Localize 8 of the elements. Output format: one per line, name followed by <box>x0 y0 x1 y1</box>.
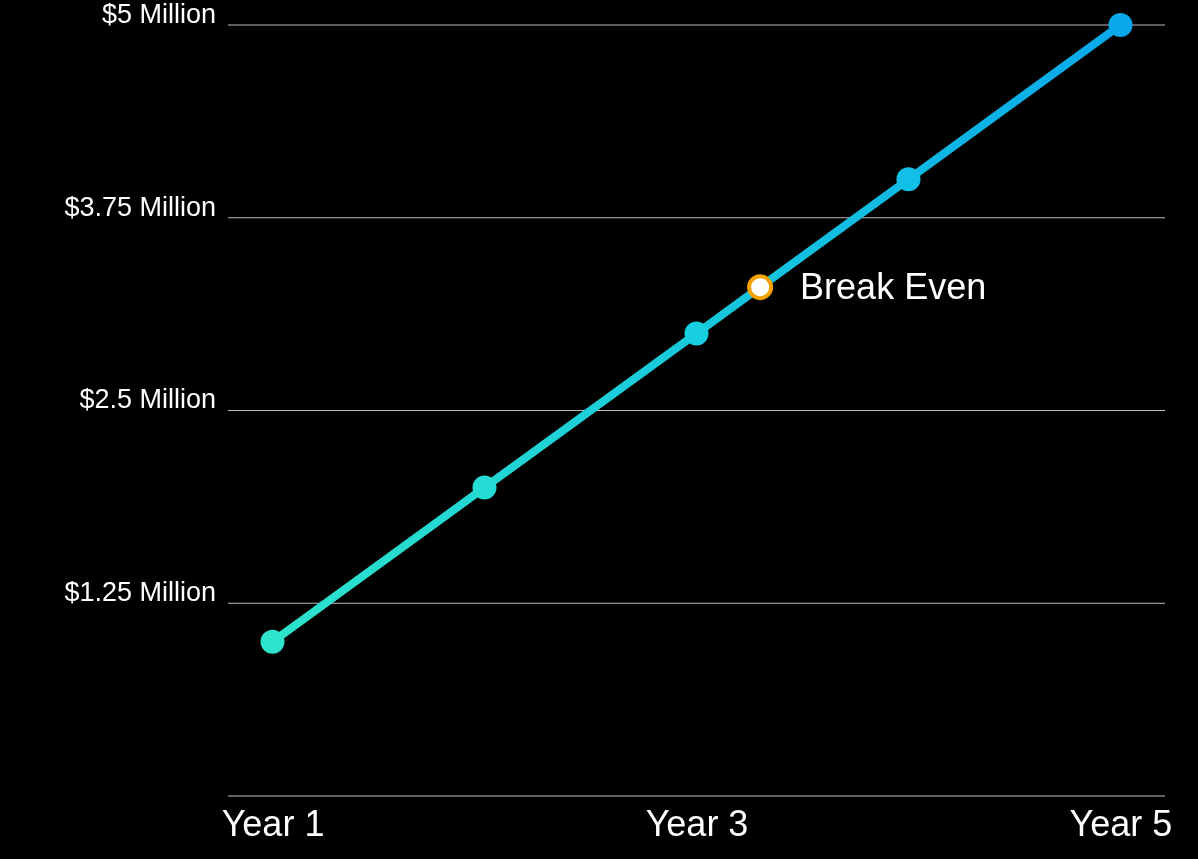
annotation: Break Even <box>800 266 987 308</box>
x-tick-label: Year 1 <box>221 802 325 844</box>
y-tick-label: $5 Million <box>101 0 216 29</box>
y-tick-label: $1.25 Million <box>64 577 216 608</box>
x-tick-label: Year 5 <box>1069 802 1173 844</box>
x-tick-label: Year 3 <box>645 802 749 844</box>
y-tick-label: $3.75 Million <box>64 191 216 222</box>
y-tick-label: $2.5 Million <box>79 384 216 415</box>
